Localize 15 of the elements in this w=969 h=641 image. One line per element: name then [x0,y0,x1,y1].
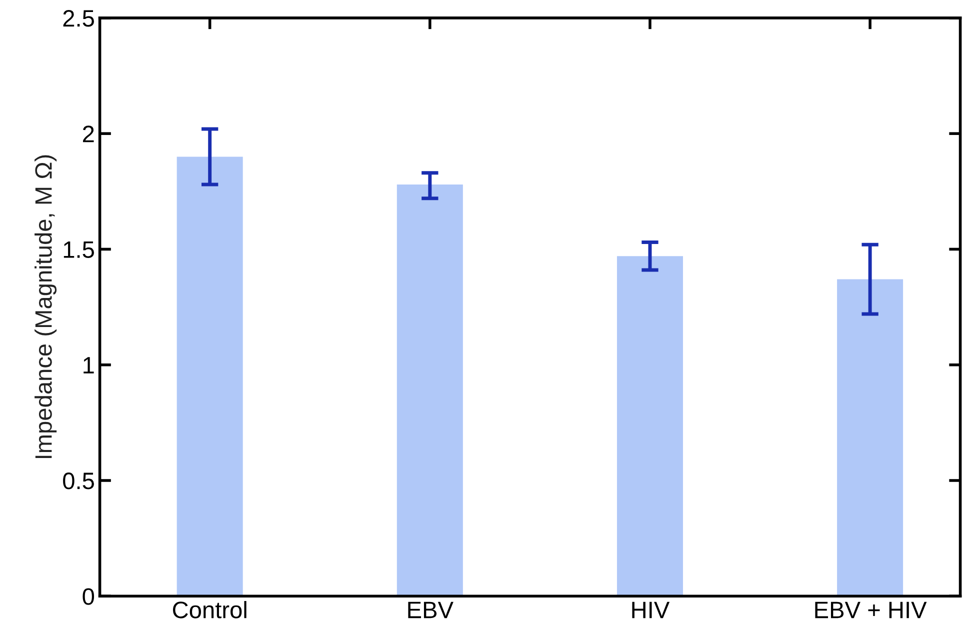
y-axis-title: Impedance (Magnitude, M Ω) [34,155,57,458]
y-tick-label: 2 [83,126,94,142]
x-tick-label: EBV [408,602,454,618]
y-tick-label: 1.5 [64,242,94,258]
x-tick-label: Control [172,600,246,618]
bar [176,156,243,596]
y-tick-label: 0.5 [63,472,94,490]
y-tick-label: 0 [82,588,94,605]
x-tick-label: EBV + HIV [815,602,927,618]
bar [616,256,683,596]
x-tick-label: HIV [632,602,670,618]
bar [396,184,463,596]
y-tick-label: 2.5 [63,10,94,27]
y-tick-label: 1 [84,357,94,374]
bar [837,279,904,596]
